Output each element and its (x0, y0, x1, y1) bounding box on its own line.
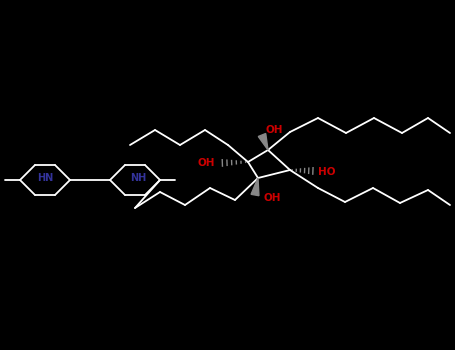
Polygon shape (251, 178, 259, 196)
Text: HN: HN (37, 173, 53, 183)
Text: NH: NH (130, 173, 146, 183)
Text: OH: OH (197, 158, 215, 168)
Polygon shape (258, 133, 268, 150)
Text: OH: OH (264, 193, 282, 203)
Text: OH: OH (265, 125, 283, 135)
Text: HO: HO (318, 167, 335, 177)
